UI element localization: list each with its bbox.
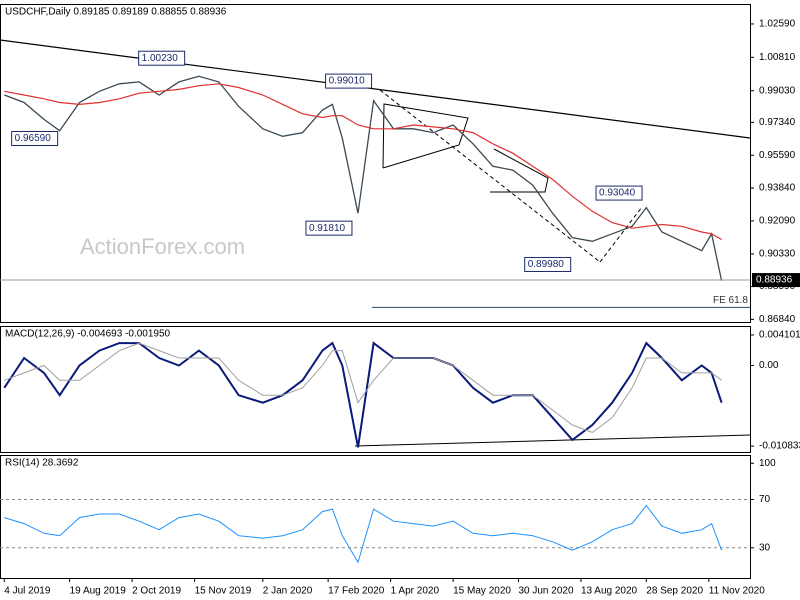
panel-title: RSI(14) 28.3692 — [5, 458, 79, 469]
series-line — [4, 75, 723, 281]
watermark: ActionForex.com — [80, 234, 245, 259]
x-tick-label: 4 Jul 2019 — [4, 586, 51, 597]
price-panel — [0, 4, 751, 323]
x-tick-label: 15 Nov 2019 — [195, 586, 252, 597]
annotation-box — [595, 185, 643, 201]
y-tick-label: 70 — [759, 494, 771, 505]
x-tick-label: 30 Jun 2020 — [518, 586, 573, 597]
y-tick-label: 0.92090 — [759, 216, 796, 227]
y-tick-label: -0.010833 — [759, 441, 800, 452]
annotation-label: 0.96590 — [15, 133, 52, 144]
flag-pattern — [490, 148, 549, 193]
annotation-box — [138, 50, 186, 66]
annotation-box — [325, 73, 373, 89]
y-tick-label: 0.004101 — [759, 330, 800, 341]
last-price-box — [752, 273, 800, 288]
x-tick-label: 2 Jan 2020 — [263, 586, 313, 597]
y-tick-label: 0.99030 — [759, 85, 796, 96]
y-tick-label: 0.97340 — [759, 117, 796, 128]
panel-title: MACD(12,26,9) -0.004693 -0.001950 — [5, 329, 171, 340]
series-line — [3, 341, 723, 448]
y-tick-label: 0.86840 — [759, 314, 796, 325]
x-tick-label: 17 Feb 2020 — [328, 586, 385, 597]
x-tick-label: 1 Apr 2020 — [391, 586, 440, 597]
x-tick-label: 28 Sep 2020 — [646, 586, 703, 597]
y-tick-label: 1.00810 — [759, 52, 796, 63]
y-tick-label: 0.95590 — [759, 150, 796, 161]
y-tick-label: 0.90330 — [759, 249, 796, 260]
y-tick-label: 0.93840 — [759, 183, 796, 194]
x-tick-label: 13 Aug 2020 — [581, 586, 638, 597]
series-line — [4, 342, 722, 433]
annotation-box — [305, 220, 353, 236]
projection-line — [379, 89, 601, 263]
annotation-label: 0.91810 — [309, 223, 346, 234]
annotation-label: 0.89980 — [528, 259, 565, 270]
macd-panel — [0, 326, 751, 453]
fe-label: FE 61.8 — [713, 295, 748, 306]
x-tick-label: 15 May 2020 — [453, 586, 511, 597]
trend-line — [0, 39, 751, 139]
annotation-label: 0.93040 — [599, 188, 636, 199]
x-tick-label: 2 Oct 2019 — [132, 586, 181, 597]
x-tick-label: 19 Aug 2019 — [70, 586, 127, 597]
series-line — [4, 504, 723, 564]
annotation-box — [524, 256, 572, 272]
x-tick-label: 11 Nov 2020 — [709, 586, 765, 597]
macd-trend-line — [354, 434, 751, 447]
series-line — [4, 83, 722, 241]
y-tick-label: 100 — [759, 458, 776, 469]
y-tick-label: 1.02590 — [759, 19, 796, 30]
y-tick-label: 30 — [759, 542, 771, 553]
rsi-panel — [0, 455, 751, 579]
annotation-label: 0.99010 — [329, 76, 366, 87]
last-price-label: 0.88936 — [756, 275, 793, 286]
annotation-box — [11, 130, 59, 146]
triangle-pattern — [382, 103, 469, 169]
panel-title: USDCHF,Daily 0.89185 0.89189 0.88855 0.8… — [5, 7, 227, 18]
annotation-label: 1.00230 — [142, 53, 179, 64]
y-tick-label: 0.00 — [759, 360, 779, 371]
projection-line — [599, 206, 643, 263]
